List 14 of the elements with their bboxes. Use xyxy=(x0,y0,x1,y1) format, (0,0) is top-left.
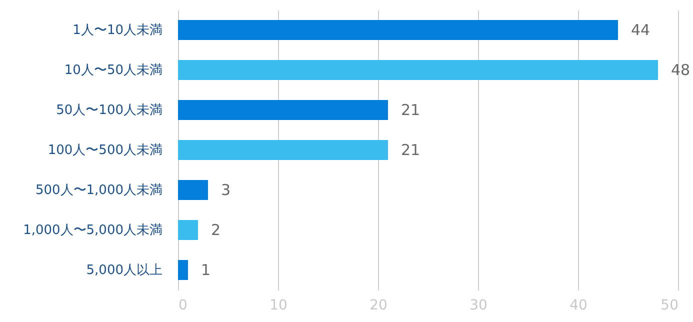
y-tick-label: 100人〜500人未満 xyxy=(48,143,162,158)
y-tick-label: 10人〜50人未満 xyxy=(64,63,162,78)
y-tick-label: 500人〜1,000人未満 xyxy=(35,183,162,198)
y-tick-label: 1,000人〜5,000人未満 xyxy=(23,223,162,238)
data-label: 2 xyxy=(211,221,221,239)
y-tick-label: 5,000人以上 xyxy=(86,263,162,278)
data-label: 44 xyxy=(631,21,650,39)
data-label: 21 xyxy=(401,101,420,119)
data-label: 21 xyxy=(401,141,420,159)
y-tick-label: 1人〜10人未満 xyxy=(72,23,162,38)
data-label: 3 xyxy=(221,181,231,199)
data-label: 1 xyxy=(201,261,211,279)
data-label: 48 xyxy=(671,61,690,79)
y-tick-label: 50人〜100人未満 xyxy=(56,103,162,118)
